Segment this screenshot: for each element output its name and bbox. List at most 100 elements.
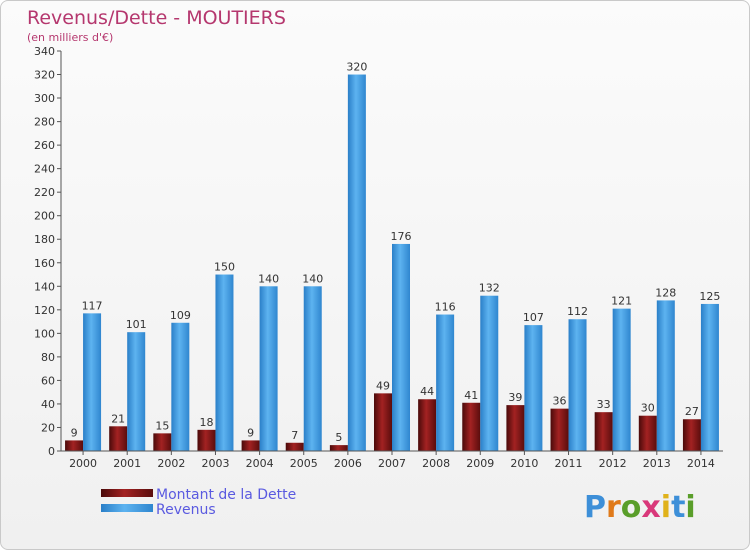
revenue-bar: [568, 319, 587, 451]
x-tick-label: 2007: [378, 457, 406, 470]
debt-bar-label: 33: [597, 398, 611, 411]
x-tick-label: 2012: [599, 457, 627, 470]
x-tick-label: 2009: [466, 457, 494, 470]
x-tick-label: 2002: [157, 457, 185, 470]
logo-letter: P: [584, 490, 606, 525]
logo-text: Proxiti: [584, 490, 696, 525]
revenue-bar-label: 112: [567, 305, 588, 318]
debt-bar: [594, 412, 613, 451]
debt-bar-label: 15: [155, 419, 169, 432]
revenue-bar-label: 125: [699, 290, 720, 303]
revenue-bar-label: 116: [435, 301, 456, 314]
debt-bar: [550, 408, 569, 451]
x-tick-label: 2003: [201, 457, 229, 470]
y-tick-label: 80: [41, 351, 55, 364]
revenue-bar: [127, 332, 146, 451]
revenue-bar: [171, 322, 190, 451]
proxiti-logo: Proxiti: [584, 490, 696, 525]
y-axis: 0 20 40 60 80 100 120 140 160 180 200 220 240 260 280 3…: [34, 45, 62, 458]
y-tick-label: 280: [34, 116, 55, 129]
debt-bar: [374, 393, 392, 451]
debt-bar-label: 44: [420, 385, 434, 398]
debt-bar-label: 21: [111, 412, 125, 425]
debt-bar-label: 7: [291, 429, 298, 442]
bars-group: 9 117 21 101 15 109 18 150 9 140 7 140 5 320 49 176 44 11…: [65, 61, 720, 451]
y-tick-label: 0: [48, 445, 55, 458]
logo-letter: i: [661, 490, 671, 525]
revenue-bar: [215, 274, 234, 451]
y-tick-label: 220: [34, 186, 55, 199]
x-tick-label: 2005: [290, 457, 318, 470]
revenue-bar-legend-label: Revenus: [156, 502, 216, 518]
debt-bar-label: 39: [508, 391, 522, 404]
revenue-bar-label: 117: [82, 299, 103, 312]
debt-bar: [506, 405, 525, 451]
logo-letter: o: [621, 490, 642, 525]
debt-bar-legend-label: Montant de la Dette: [156, 487, 296, 503]
debt-bar-label: 27: [685, 405, 699, 418]
revenue-bar-label: 128: [655, 286, 676, 299]
debt-bar-legend-swatch: [101, 489, 153, 497]
revenue-bar: [656, 300, 675, 451]
chart-title: Revenus/Dette - MOUTIERS: [27, 7, 286, 29]
x-tick-label: 2004: [246, 457, 274, 470]
revenue-bar: [480, 295, 499, 451]
debt-bar: [109, 426, 128, 451]
x-tick-label: 2014: [687, 457, 715, 470]
y-tick-label: 40: [41, 398, 55, 411]
revenue-bar: [303, 286, 322, 451]
revenue-bar-label: 140: [258, 272, 279, 285]
y-tick-label: 160: [34, 257, 55, 270]
x-axis: 2000 2001 2002 2003 2004 2005 2006 2007 2008 2009…: [61, 450, 723, 470]
debt-bar: [682, 419, 701, 451]
y-tick-label: 140: [34, 280, 55, 293]
x-tick-label: 2008: [422, 457, 450, 470]
debt-bar-label: 36: [553, 395, 567, 408]
y-tick-label: 200: [34, 210, 55, 223]
logo-letter: t: [671, 490, 685, 525]
y-tick-label: 320: [34, 69, 55, 82]
revenue-bar-label: 132: [479, 282, 500, 295]
y-tick-label: 20: [41, 421, 55, 434]
revenue-bar-label: 101: [126, 318, 147, 331]
revenue-bar: [436, 314, 455, 451]
revenue-bar: [259, 286, 278, 451]
debt-bar-label: 5: [335, 431, 342, 444]
revenue-bar: [612, 308, 631, 451]
x-tick-label: 2001: [113, 457, 141, 470]
revenue-bar-label: 140: [302, 272, 323, 285]
x-tick-label: 2011: [555, 457, 583, 470]
debt-bar: [153, 433, 172, 451]
y-tick-label: 60: [41, 374, 55, 387]
debt-bar-label: 49: [376, 379, 390, 392]
revenue-bar: [524, 325, 543, 451]
logo-letter: r: [606, 490, 621, 525]
revenue-bar-label: 121: [611, 295, 632, 308]
revenue-bar: [700, 303, 719, 451]
revenue-bar-label: 107: [523, 311, 544, 324]
debt-bar-label: 18: [199, 416, 213, 429]
y-tick-label: 100: [34, 327, 55, 340]
x-tick-label: 2000: [69, 457, 97, 470]
debt-bar: [329, 445, 348, 451]
debt-bar: [241, 440, 260, 451]
revenue-bar: [347, 74, 366, 451]
chart-subtitle: (en milliers d'€): [27, 31, 113, 44]
debt-bar: [638, 415, 657, 451]
y-tick-label: 180: [34, 233, 55, 246]
debt-bar-label: 30: [641, 402, 655, 415]
debt-bar: [418, 399, 437, 451]
revenue-bar-label: 176: [391, 230, 412, 243]
revenue-bar: [83, 313, 102, 451]
debt-bar-label: 9: [71, 426, 78, 439]
logo-letter: i: [685, 490, 695, 525]
revenue-bar-label: 320: [346, 61, 367, 74]
debt-bar-label: 9: [247, 426, 254, 439]
revenue-bar: [392, 243, 410, 451]
y-tick-label: 120: [34, 304, 55, 317]
y-tick-label: 300: [34, 92, 55, 105]
debt-bar: [462, 402, 481, 451]
